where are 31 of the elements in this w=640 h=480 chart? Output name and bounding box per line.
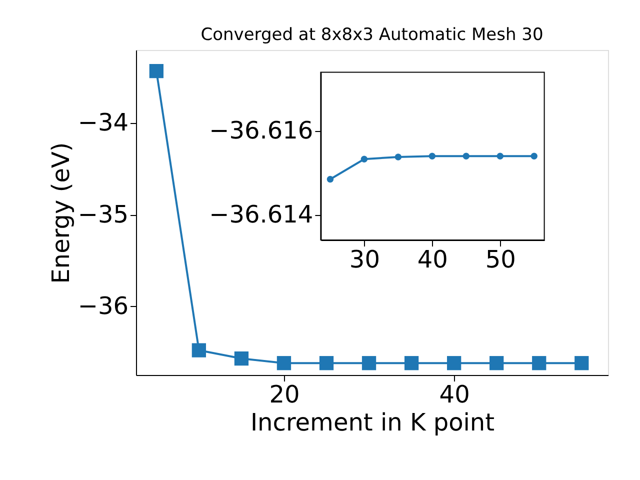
y-tick-label: −36.614	[209, 200, 314, 228]
x-tick-label: 20	[269, 380, 300, 408]
y-axis-title: Energy (eV)	[46, 142, 75, 284]
point	[276, 356, 292, 370]
x-tick-label: 30	[349, 246, 380, 274]
point	[462, 152, 470, 160]
point	[319, 356, 334, 370]
point	[490, 356, 504, 370]
point	[428, 152, 436, 160]
point	[234, 351, 249, 366]
point	[574, 356, 589, 370]
y-tick-label: −34	[78, 108, 128, 137]
point	[404, 356, 419, 370]
point	[530, 152, 538, 160]
point	[192, 343, 206, 358]
point	[532, 356, 546, 370]
y-tick-label: −36	[78, 292, 128, 320]
point	[149, 64, 164, 78]
y-tick-label: −36.616	[209, 116, 314, 144]
x-tick-label: 40	[439, 380, 470, 408]
y-tick-label: −35	[78, 200, 128, 228]
x-axis-title: Increment in K point	[250, 408, 495, 436]
point	[496, 152, 504, 160]
point	[362, 356, 376, 370]
point	[394, 154, 402, 160]
x-tick-label: 50	[485, 246, 516, 274]
point	[446, 356, 462, 370]
point	[326, 176, 334, 183]
chart-title: Converged at 8x8x3 Automatic Mesh 30	[200, 25, 544, 45]
x-tick-label: 40	[417, 246, 448, 274]
point	[360, 156, 368, 162]
